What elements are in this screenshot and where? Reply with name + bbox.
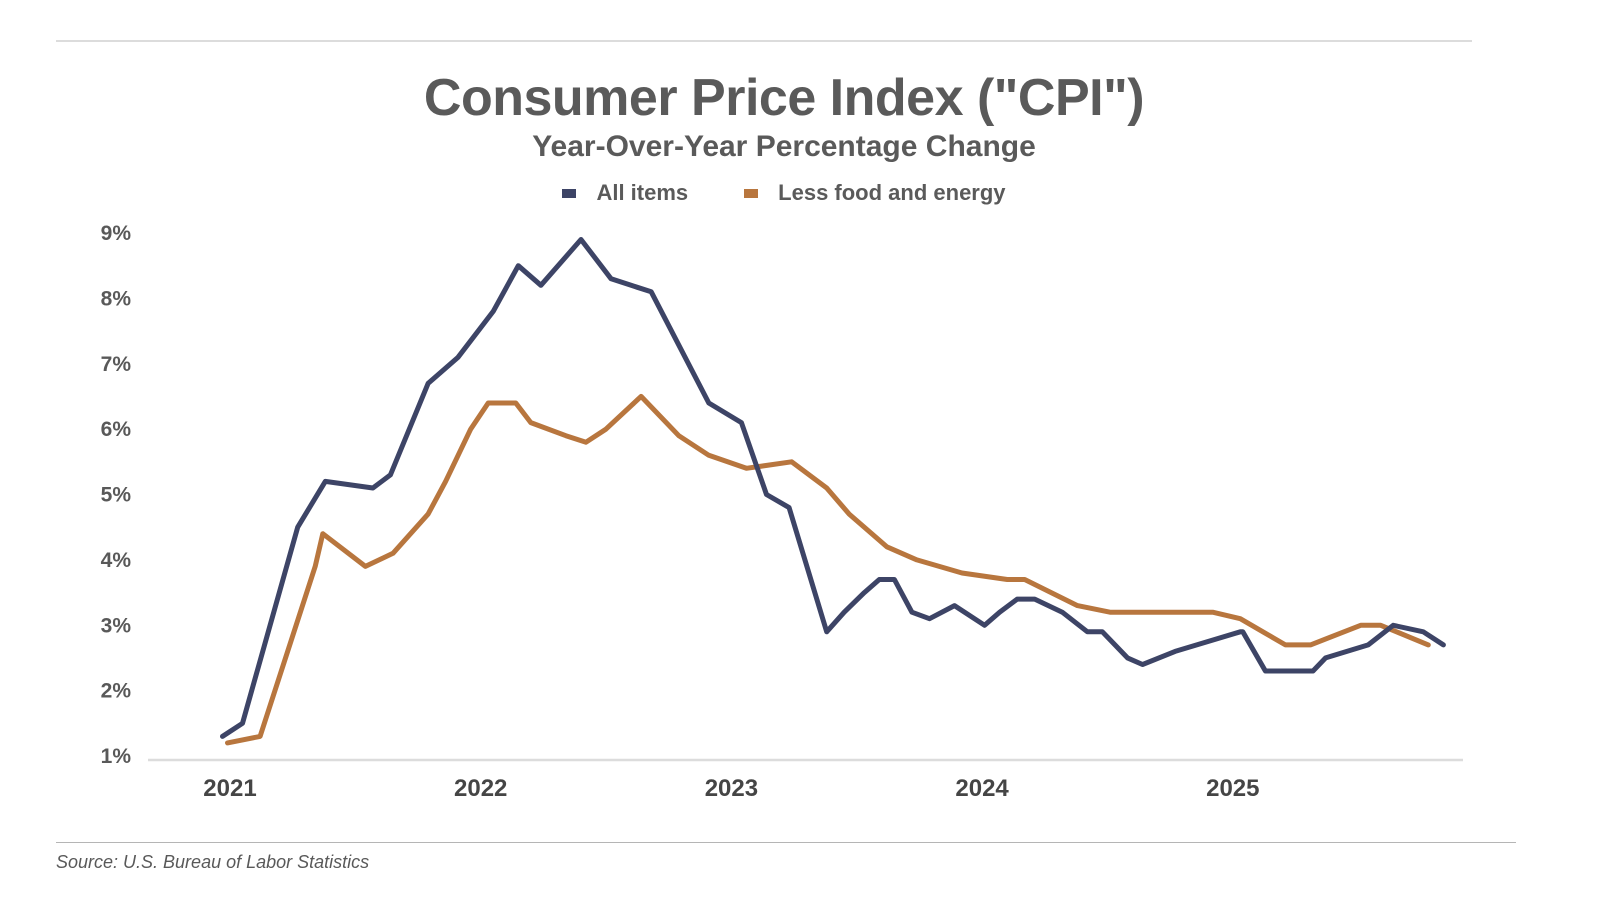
series-line-all-items — [220, 237, 1446, 739]
y-tick-label: 5% — [101, 484, 132, 507]
y-tick-label: 3% — [101, 614, 132, 637]
source-note: Source: U.S. Bureau of Labor Statistics — [56, 852, 370, 872]
bottom-divider — [56, 842, 1516, 843]
y-axis: 1% 2% 3% 4% 5% 6% 7% 8% 9% — [101, 222, 132, 768]
y-tick-label: 9% — [101, 222, 132, 245]
x-tick-label: 2021 — [203, 775, 256, 802]
legend-swatch-all-items — [562, 188, 577, 198]
x-tick-label: 2025 — [1206, 775, 1259, 802]
x-axis: 2021 2022 2023 2024 2025 — [203, 775, 1259, 802]
chart-title: Consumer Price Index ("CPI") — [423, 69, 1145, 127]
series-group — [220, 237, 1446, 746]
chart-subtitle: Year-Over-Year Percentage Change — [532, 130, 1036, 163]
legend-label-all-items: All items — [596, 180, 689, 205]
y-tick-label: 2% — [101, 680, 132, 703]
y-tick-label: 4% — [101, 549, 132, 572]
legend-item-all-items: All items — [562, 180, 688, 206]
y-tick-label: 6% — [101, 418, 132, 441]
legend-label-less-food-energy: Less food and energy — [778, 180, 1006, 205]
y-tick-label: 1% — [101, 745, 132, 768]
x-tick-label: 2024 — [955, 775, 1009, 802]
x-tick-label: 2023 — [705, 775, 758, 802]
series-line-less-food-energy — [225, 393, 1431, 746]
y-tick-label: 8% — [101, 287, 132, 310]
legend-swatch-less-food-energy — [744, 188, 759, 198]
legend-item-less-food-energy: Less food and energy — [744, 180, 1006, 206]
x-tick-label: 2022 — [454, 775, 507, 802]
chart-legend: All items Less food and energy — [0, 180, 1568, 206]
y-tick-label: 7% — [101, 353, 132, 376]
top-divider — [56, 40, 1472, 42]
